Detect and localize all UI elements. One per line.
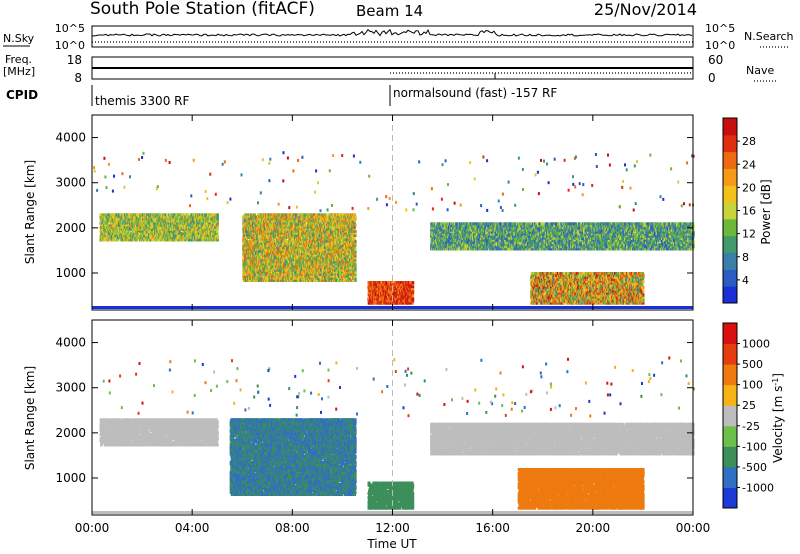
cpid-mode-2: normalsound (fast) -157 RF xyxy=(393,86,557,100)
station-title: South Pole Station (fitACF) xyxy=(90,0,315,19)
date-label: 25/Nov/2014 xyxy=(594,0,697,19)
cpid-mode-1: themis 3300 RF xyxy=(95,94,189,108)
nave-tick-top: 60 xyxy=(708,53,723,67)
nsky-label: N.Sky xyxy=(3,32,35,45)
nsearch-label: N.Search xyxy=(744,30,794,43)
noise-tick-top-left: 10^5 xyxy=(55,22,85,35)
nave-label: Nave xyxy=(746,64,774,77)
freq-tick-top: 18 xyxy=(67,53,82,67)
nave-tick-bottom: 0 xyxy=(708,71,716,85)
noise-strip-frame xyxy=(92,26,693,47)
noise-tick-top-right: 10^5 xyxy=(705,22,735,35)
beam-label: Beam 14 xyxy=(356,2,423,20)
power-heatmap xyxy=(92,115,695,310)
noise-tick-bottom-right: 10^0 xyxy=(705,39,735,52)
superdarn-summary-plot: South Pole Station (fitACF) Beam 14 25/N… xyxy=(0,0,800,554)
noise-tick-bottom-left: 10^0 xyxy=(55,39,85,52)
cpid-label: CPID xyxy=(6,88,38,102)
noise-trace xyxy=(92,30,693,42)
freq-unit-label: [MHz] xyxy=(3,65,35,78)
freq-tick-bottom: 8 xyxy=(74,71,82,85)
nsky-trace xyxy=(92,30,692,36)
